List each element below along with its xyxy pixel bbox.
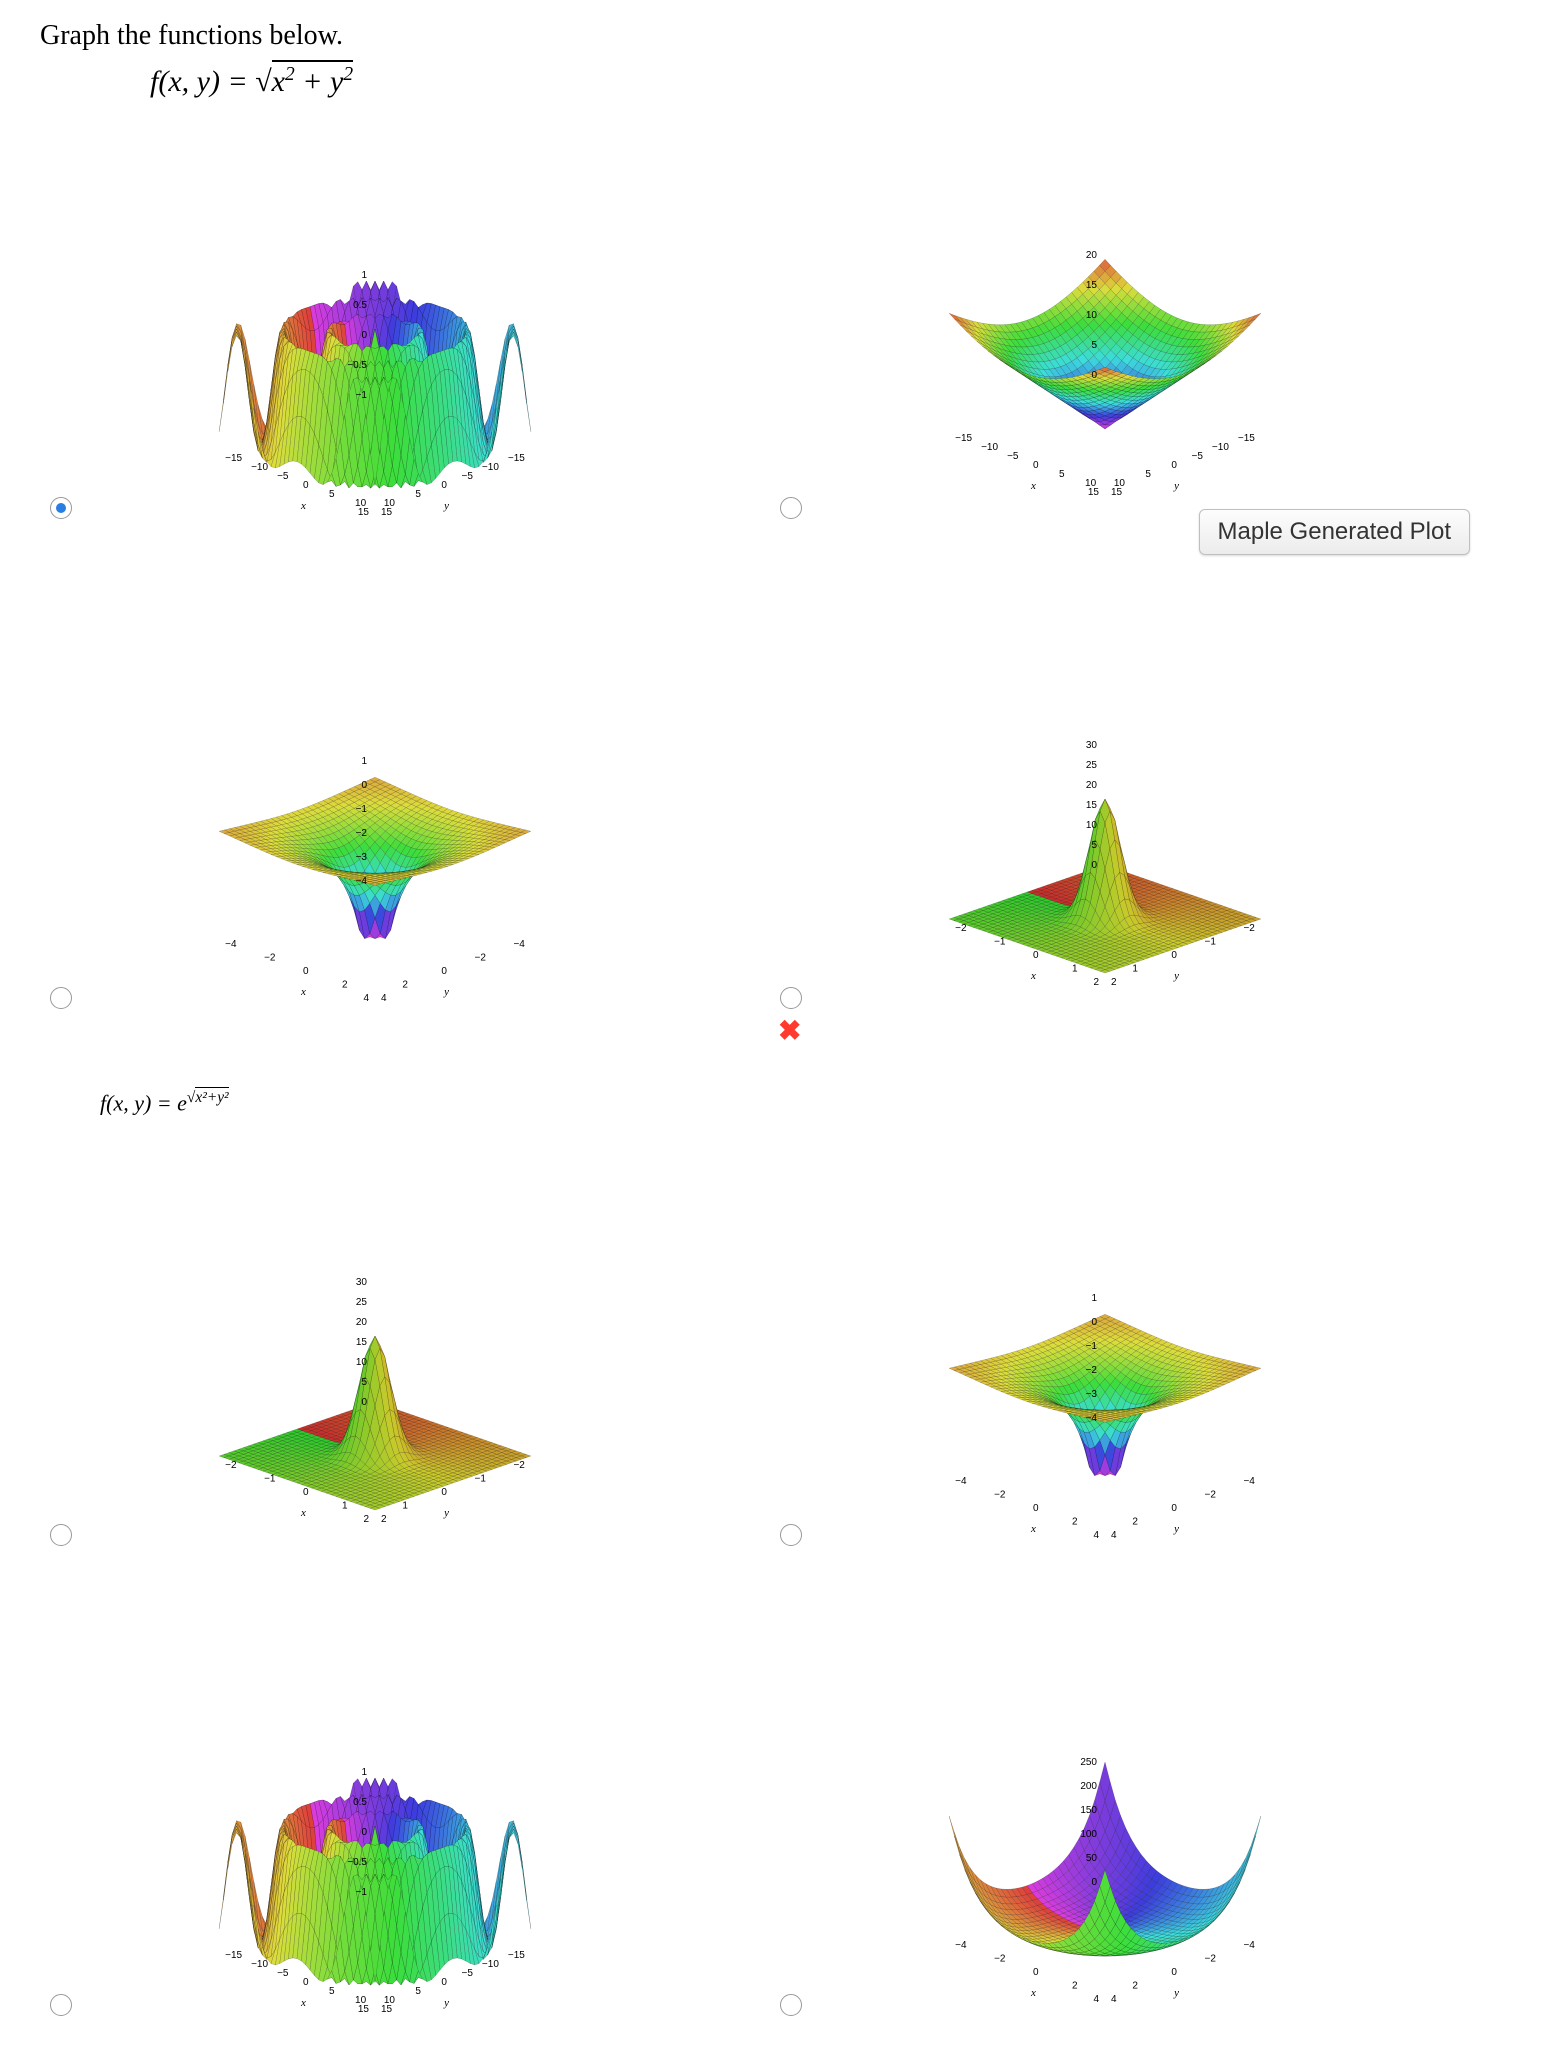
plot-grid: 10.50−0.5−1−15−15−10−10−5−5005510101515x…: [40, 129, 1440, 2026]
svg-text:0: 0: [303, 480, 309, 491]
svg-text:−3: −3: [356, 852, 368, 863]
svg-text:1: 1: [1132, 964, 1138, 975]
tooltip-maple: Maple Generated Plot: [1199, 509, 1470, 555]
svg-text:15: 15: [1111, 487, 1123, 498]
svg-text:−10: −10: [251, 462, 268, 473]
svg-text:−2: −2: [1243, 923, 1255, 934]
svg-text:1: 1: [1072, 964, 1078, 975]
svg-text:0: 0: [1171, 950, 1177, 961]
svg-text:0: 0: [441, 480, 447, 491]
svg-text:y: y: [443, 986, 449, 998]
plot-r1c2[interactable]: 20151050−15−15−10−10−5−5005510101515xy M…: [770, 129, 1440, 529]
svg-text:x: x: [1030, 970, 1036, 982]
plot-r1c1[interactable]: 10.50−0.5−1−15−15−10−10−5−5005510101515x…: [40, 129, 710, 529]
svg-text:−10: −10: [981, 442, 998, 453]
svg-text:−5: −5: [1007, 451, 1019, 462]
svg-text:2: 2: [342, 980, 348, 991]
svg-text:x: x: [300, 986, 306, 998]
svg-text:15: 15: [1088, 487, 1100, 498]
plot-r2c1[interactable]: 1 0 −1 −2 −3 −4 −4 −4 −2 −2 0 0 2 2 4 4 x y: [40, 619, 710, 1019]
svg-text:15: 15: [1086, 800, 1098, 811]
svg-text:−1: −1: [994, 937, 1006, 948]
svg-text:2: 2: [1111, 977, 1117, 988]
svg-text:4: 4: [381, 993, 387, 1004]
svg-text:5: 5: [1145, 469, 1151, 480]
svg-text:y: y: [1173, 480, 1179, 492]
svg-text:5: 5: [329, 489, 335, 500]
svg-text:−5: −5: [1192, 451, 1204, 462]
radio-r1c1[interactable]: [50, 497, 72, 519]
svg-text:2: 2: [402, 980, 408, 991]
svg-text:0: 0: [1033, 950, 1039, 961]
svg-text:5: 5: [1091, 340, 1097, 351]
svg-text:25: 25: [1086, 760, 1098, 771]
svg-text:15: 15: [1086, 280, 1098, 291]
svg-text:−10: −10: [482, 462, 499, 473]
equation-1: f(x, y) = √x2 + y2: [150, 60, 1523, 99]
svg-text:30: 30: [1086, 740, 1098, 751]
equation-2-row: f(x, y) = e√x²+y²: [40, 1049, 1440, 1126]
svg-text:5: 5: [1059, 469, 1065, 480]
svg-text:−0.5: −0.5: [347, 360, 367, 371]
plot-r3c1[interactable]: 302520151050−2−2−1−1001122xy: [40, 1156, 710, 1556]
svg-text:0: 0: [361, 780, 367, 791]
svg-text:x: x: [300, 500, 306, 512]
svg-text:−4: −4: [513, 939, 525, 950]
svg-text:1: 1: [361, 270, 367, 281]
svg-text:15: 15: [358, 507, 370, 518]
plot-r4c1[interactable]: 10.50−0.5−1−15−15−10−10−5−5005510101515x…: [40, 1626, 710, 2026]
svg-text:15: 15: [381, 507, 393, 518]
prompt-text: Graph the functions below.: [40, 20, 1523, 52]
radio-r1c2[interactable]: [780, 497, 802, 519]
radio-r2c1[interactable]: [50, 987, 72, 1009]
svg-text:−1: −1: [356, 390, 368, 401]
svg-text:1: 1: [361, 756, 367, 767]
svg-text:0: 0: [1171, 460, 1177, 471]
svg-text:−4: −4: [356, 876, 368, 887]
svg-text:−15: −15: [1238, 433, 1255, 444]
svg-text:0: 0: [441, 966, 447, 977]
svg-text:10: 10: [1086, 820, 1098, 831]
svg-text:0.5: 0.5: [353, 300, 367, 311]
svg-text:0: 0: [361, 330, 367, 341]
svg-text:0: 0: [1033, 460, 1039, 471]
radio-r2c2[interactable]: [780, 987, 802, 1009]
svg-text:0: 0: [1091, 860, 1097, 871]
svg-text:−10: −10: [1212, 442, 1229, 453]
svg-text:y: y: [443, 500, 449, 512]
svg-text:−5: −5: [277, 471, 289, 482]
svg-text:20: 20: [1086, 250, 1098, 261]
svg-text:−2: −2: [475, 953, 487, 964]
svg-text:−1: −1: [1205, 937, 1217, 948]
svg-text:0: 0: [1091, 370, 1097, 381]
plot-r4c2[interactable]: 250200150100500−4−4−2−2002244xy: [770, 1626, 1440, 2026]
svg-text:5: 5: [1091, 840, 1097, 851]
plot-r2c2[interactable]: 302520151050−2−2−1−1001122xy ✖: [770, 619, 1440, 1019]
svg-text:−2: −2: [356, 828, 368, 839]
svg-text:10: 10: [1086, 310, 1098, 321]
svg-text:−15: −15: [955, 433, 972, 444]
svg-text:2: 2: [1093, 977, 1099, 988]
svg-text:5: 5: [415, 489, 421, 500]
svg-text:−15: −15: [508, 453, 525, 464]
svg-text:−2: −2: [264, 953, 276, 964]
svg-text:y: y: [1173, 970, 1179, 982]
svg-text:0: 0: [303, 966, 309, 977]
svg-text:x: x: [1030, 480, 1036, 492]
svg-text:−15: −15: [225, 453, 242, 464]
eq1-prefix: f(x, y) =: [150, 65, 255, 98]
plot-r3c2[interactable]: 10−1−2−3−4−4−4−2−2002244xy: [770, 1156, 1440, 1556]
svg-text:−1: −1: [356, 804, 368, 815]
svg-text:−2: −2: [955, 923, 967, 934]
svg-text:20: 20: [1086, 780, 1098, 791]
svg-text:−5: −5: [462, 471, 474, 482]
equation-2: f(x, y) = e√x²+y²: [100, 1089, 1440, 1116]
svg-text:−4: −4: [225, 939, 237, 950]
svg-text:4: 4: [363, 993, 369, 1004]
wrong-mark-icon: ✖: [778, 1014, 801, 1047]
